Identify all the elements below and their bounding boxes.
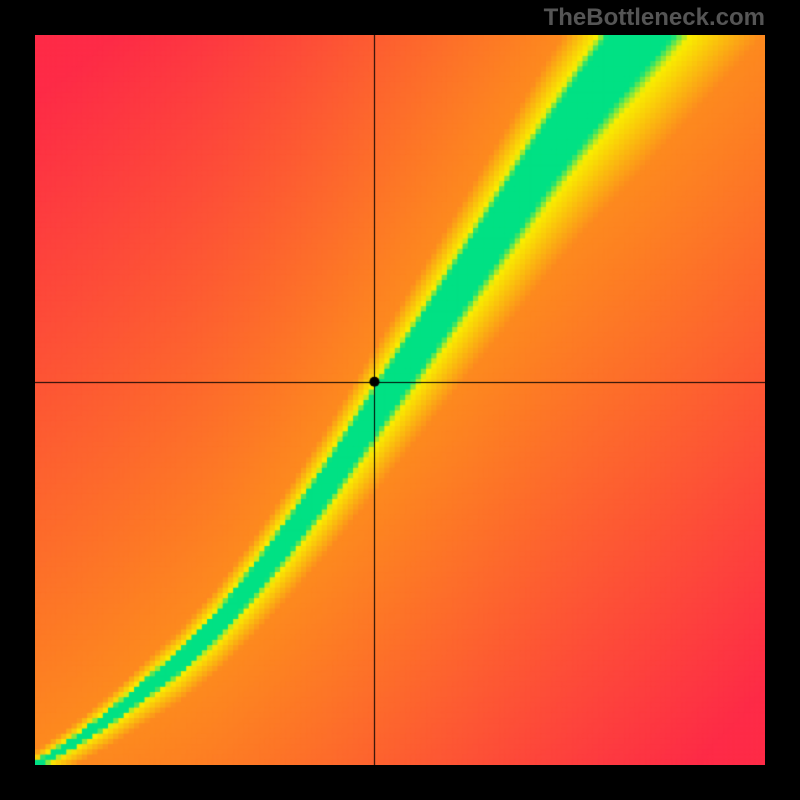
chart-container: TheBottleneck.com [0,0,800,800]
watermark-text: TheBottleneck.com [544,4,765,32]
bottleneck-heatmap [35,35,765,765]
